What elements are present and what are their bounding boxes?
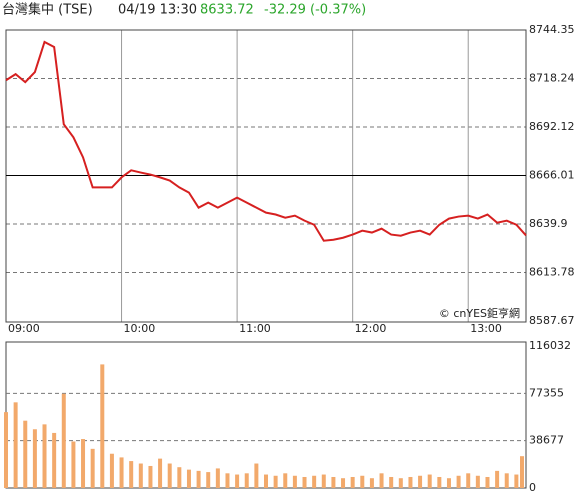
volume-bar: [475, 475, 480, 488]
volume-bar: [32, 429, 37, 488]
volume-bar: [437, 476, 442, 488]
volume-bar: [254, 463, 259, 488]
volume-bar: [466, 473, 471, 488]
volume-bar: [81, 439, 86, 488]
volume-bar: [283, 473, 288, 488]
volume-bar: [264, 474, 268, 488]
volume-bar: [52, 432, 57, 488]
price-change: -32.29 (-0.37%): [264, 3, 366, 18]
volume-bar: [90, 448, 95, 488]
volume-bar: [235, 474, 240, 488]
volume-bar: [42, 424, 47, 488]
volume-bar: [485, 476, 490, 488]
y-tick-label: 116032: [529, 339, 571, 352]
volume-bar: [321, 474, 326, 488]
volume-bar: [456, 475, 461, 488]
volume-bar: [408, 476, 413, 488]
volume-bar: [23, 420, 28, 488]
y-tick-label: 8666.01: [529, 169, 575, 182]
volume-bar: [398, 478, 403, 488]
x-tick-label: 09:00: [8, 322, 40, 335]
volume-bar: [71, 441, 76, 488]
index-name: 台灣集中 (TSE): [2, 2, 93, 18]
volume-bar: [4, 412, 8, 488]
volume-bar: [158, 458, 163, 488]
volume-bar: [100, 364, 105, 488]
x-tick-label: 11:00: [239, 322, 271, 335]
volume-bar: [418, 475, 423, 488]
y-tick-label: 8613.78: [529, 266, 575, 279]
x-tick-label: 12:00: [355, 322, 387, 335]
watermark: © cnYES鉅亨網: [439, 306, 520, 320]
volume-bar: [119, 457, 124, 488]
quote-time: 04/19 13:30: [118, 3, 197, 18]
volume-bar: [520, 456, 524, 488]
volume-bar: [61, 393, 66, 488]
volume-bar: [495, 470, 500, 488]
volume-bar: [215, 468, 220, 488]
volume-bar: [514, 474, 519, 488]
volume-bar: [129, 461, 134, 488]
volume-bar: [186, 469, 191, 488]
x-tick-label: 13:00: [470, 322, 502, 335]
y-tick-label: 38677: [529, 434, 564, 447]
volume-bar: [360, 475, 365, 488]
y-tick-label: 8587.67: [529, 314, 575, 327]
volume-bar: [13, 402, 18, 488]
volume-bar: [312, 475, 317, 488]
volume-bar: [427, 474, 432, 488]
volume-bar: [504, 473, 509, 488]
volume-bar: [292, 475, 297, 488]
volume-bar: [109, 453, 114, 488]
volume-bar: [196, 470, 201, 488]
volume-bar: [369, 478, 374, 488]
volume-bar: [167, 463, 172, 488]
volume-bar: [350, 476, 355, 488]
volume-bar: [148, 465, 153, 488]
y-tick-label: 8639.9: [529, 217, 568, 230]
volume-bar: [331, 476, 336, 488]
y-tick-label: 8744.35: [529, 23, 575, 36]
volume-bar: [138, 463, 143, 488]
last-price: 8633.72: [200, 3, 254, 18]
volume-bar: [225, 473, 230, 488]
y-tick-label: 0: [529, 481, 536, 494]
volume-bar: [341, 478, 346, 488]
volume-bar: [206, 472, 211, 488]
volume-bar: [273, 475, 278, 488]
y-tick-label: 77355: [529, 386, 564, 399]
price-line: [5, 40, 527, 242]
volume-bar: [244, 473, 249, 488]
volume-bar: [177, 467, 182, 488]
volume-bar: [446, 478, 451, 488]
volume-bar: [389, 476, 394, 488]
volume-bar: [379, 473, 384, 488]
y-tick-label: 8692.12: [529, 120, 575, 133]
y-tick-label: 8718.24: [529, 71, 575, 84]
volume-bar: [302, 476, 307, 488]
x-tick-label: 10:00: [124, 322, 156, 335]
